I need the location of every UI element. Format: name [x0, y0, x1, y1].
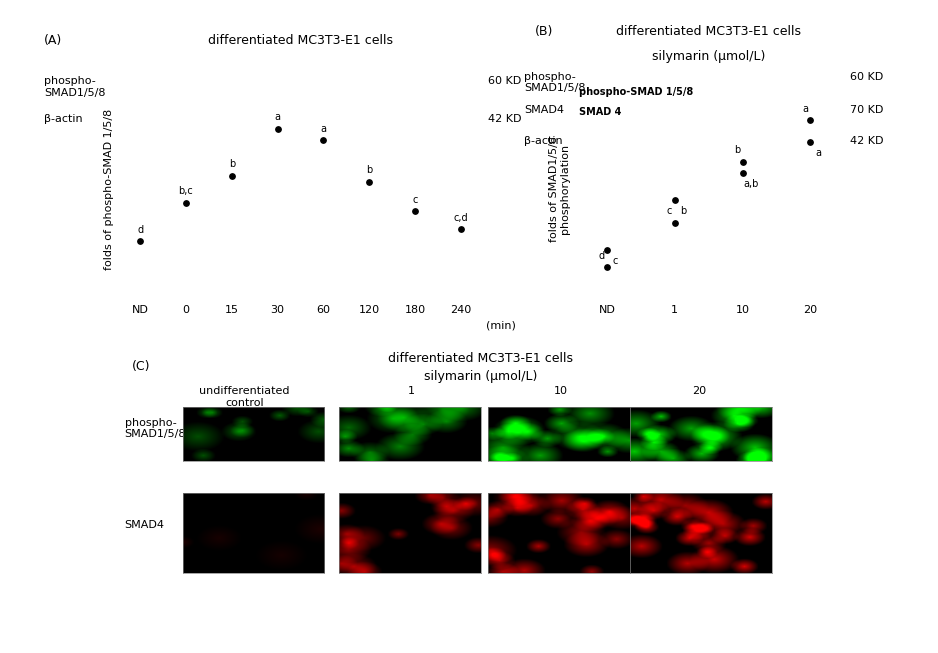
Text: c: c [667, 206, 673, 216]
Text: undifferentiated
control: undifferentiated control [199, 387, 290, 408]
Text: b: b [366, 165, 372, 176]
Text: SMAD 4: SMAD 4 [579, 107, 621, 117]
Text: 10: 10 [553, 387, 567, 396]
Text: (A): (A) [44, 34, 62, 47]
Point [599, 262, 614, 272]
Point [803, 115, 818, 125]
Point [803, 137, 818, 148]
Text: β-actin: β-actin [524, 136, 563, 146]
Text: differentiated MC3T3-E1 cells: differentiated MC3T3-E1 cells [388, 353, 573, 366]
Text: c: c [413, 195, 417, 205]
Text: 60 KD: 60 KD [850, 72, 883, 82]
Point [178, 197, 193, 208]
Point [599, 245, 614, 255]
Text: a: a [815, 148, 822, 158]
Point [735, 167, 750, 178]
Point [316, 135, 331, 146]
Text: silymarin (μmol/L): silymarin (μmol/L) [652, 50, 765, 63]
Point [224, 170, 239, 181]
Text: 1: 1 [408, 387, 416, 396]
Text: phospho-
SMAD1/5/8: phospho- SMAD1/5/8 [44, 76, 105, 98]
Text: phospho-SMAD 1/5/8: phospho-SMAD 1/5/8 [579, 88, 693, 97]
Y-axis label: folds of phospho-SMAD 1/5/8: folds of phospho-SMAD 1/5/8 [104, 108, 114, 270]
Text: phospho-
SMAD1/5/8: phospho- SMAD1/5/8 [125, 418, 186, 439]
Text: (min): (min) [486, 320, 516, 330]
Text: β-actin: β-actin [44, 114, 83, 124]
Text: a: a [275, 112, 280, 122]
Text: 60 KD: 60 KD [488, 76, 521, 86]
Text: c,d: c,d [454, 213, 468, 223]
Text: (C): (C) [131, 360, 150, 374]
Point [667, 195, 682, 206]
Point [270, 123, 285, 134]
Text: SMAD4: SMAD4 [125, 520, 164, 530]
Text: 42 KD: 42 KD [850, 136, 883, 146]
Y-axis label: folds of SMAD1/5/6
phosphorylation: folds of SMAD1/5/6 phosphorylation [549, 136, 570, 242]
Text: c: c [613, 257, 618, 266]
Point [453, 224, 468, 234]
Text: d: d [598, 251, 605, 261]
Text: b: b [229, 159, 234, 170]
Point [408, 206, 423, 217]
Text: a,b: a,b [743, 179, 759, 189]
Point [667, 217, 682, 228]
Text: a: a [321, 124, 326, 134]
Text: b: b [680, 206, 686, 216]
Text: b,c: b,c [178, 186, 193, 196]
Point [362, 177, 377, 187]
Text: 20: 20 [691, 387, 706, 396]
Point [735, 156, 750, 167]
Text: a: a [802, 104, 808, 114]
Text: phospho-
SMAD1/5/8: phospho- SMAD1/5/8 [524, 72, 586, 93]
Point [132, 236, 147, 246]
Text: SMAD4: SMAD4 [524, 105, 565, 115]
Text: differentiated MC3T3-E1 cells: differentiated MC3T3-E1 cells [616, 25, 801, 38]
Text: b: b [734, 146, 740, 155]
Text: differentiated MC3T3-E1 cells: differentiated MC3T3-E1 cells [208, 34, 393, 47]
Text: 42 KD: 42 KD [488, 114, 522, 124]
Text: silymarin (μmol/L): silymarin (μmol/L) [424, 370, 537, 383]
Text: (B): (B) [536, 25, 553, 38]
Text: d: d [137, 225, 144, 234]
Text: 70 KD: 70 KD [850, 105, 883, 115]
